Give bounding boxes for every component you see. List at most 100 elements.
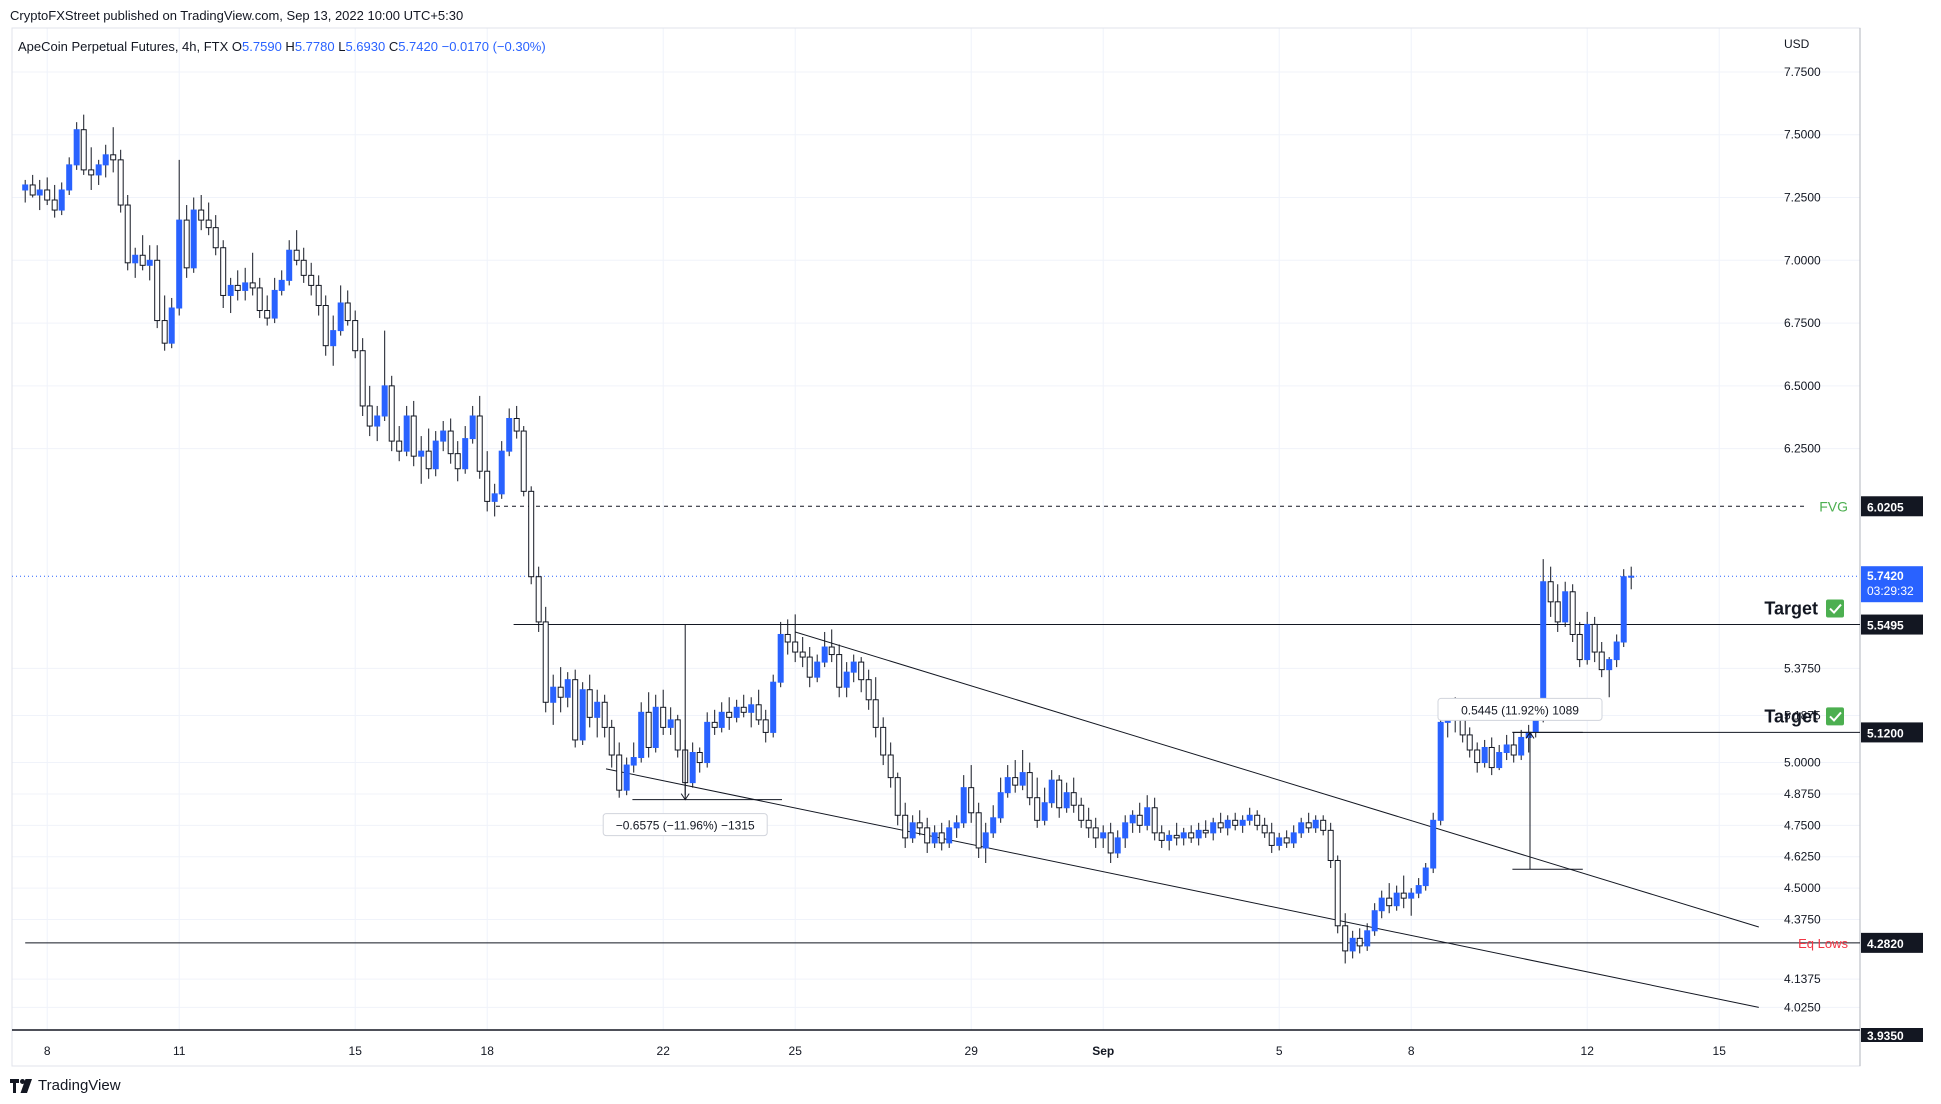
candle-down [476,415,483,472]
candle-up [1129,814,1136,824]
candle-down [1026,772,1033,799]
y-tick-label: 4.0250 [1784,1000,1821,1014]
candle-down [300,259,307,276]
candle-down [696,752,703,764]
candle-down [1151,807,1158,834]
candle-down [975,812,982,849]
candle-up [960,787,967,824]
bottom-price-label: 3.9350 [1867,1029,1904,1043]
candle-down [645,711,652,748]
candle-up [73,129,80,166]
candle-down [880,726,887,756]
candle-up [337,302,344,332]
candle-up [718,711,725,728]
candle-down [1056,779,1063,809]
candle-up [22,184,29,191]
candle-down [1217,822,1224,829]
candle-up [102,154,109,166]
candle-down [1283,837,1290,844]
candle-down [1107,832,1114,854]
candle-down [1085,819,1092,829]
plot-frame [11,27,1861,1067]
candle-down [799,651,806,658]
y-tick-label: 5.3750 [1784,661,1821,675]
candle-down [388,385,395,442]
candle-down [1078,804,1085,821]
candle-down [234,284,241,291]
candle-down [344,302,351,322]
candle-down [1188,832,1195,839]
open-value: 5.7590 [242,39,282,54]
y-tick-label: 7.7500 [1784,65,1821,79]
candle-down [484,470,491,502]
candle-up [770,681,777,733]
candle-up [667,719,674,728]
candle-up [1019,772,1026,786]
candle-down [902,814,909,839]
candle-up [286,249,293,281]
candle-down [784,633,791,643]
candle-up [594,701,601,718]
candle-down [542,621,549,703]
candle-up [190,209,197,269]
candle-down [1136,814,1143,826]
candle-up [1540,581,1547,718]
price-tag [1861,722,1923,743]
candle-down [1261,824,1268,834]
candle-down [1386,897,1393,907]
candle-up [278,279,285,291]
candle-down [205,219,212,229]
candle-up [638,711,645,759]
x-tick-label: 5 [1276,1044,1283,1058]
candle-down [858,661,865,681]
price-axis[interactable]: USD 7.7500 7.5000 7.2500 7.0000 6.7500 6.5000 6… [1784,37,1923,1043]
x-tick-label: 8 [1408,1044,1415,1058]
check-mark-icon [1829,711,1842,722]
tradingview-brand[interactable]: TradingView [10,1077,121,1094]
bar-countdown-label: 03:29:32 [1867,584,1914,598]
eq-lows-label: Eq Lows [1798,936,1848,951]
high-label: H [285,39,295,54]
candle-down [1202,829,1209,834]
candle-down [183,219,190,269]
candle-up [66,164,73,191]
candle-up [498,450,505,495]
price-tag-label: 6.0205 [1867,500,1904,514]
high-value: 5.7780 [294,39,335,54]
candle-down [1342,925,1349,952]
time-axis[interactable]: 8 11 15 18 22 25 29 Sep 5 8 12 15 [44,1044,1726,1058]
candle-up [579,689,586,741]
y-tick-label: 6.2500 [1784,442,1821,456]
last-price-label: 5.7420 [1867,569,1904,583]
horizontal-levels: FVG Target Target Eq Lows [12,498,1860,951]
last-price-tag [1861,566,1923,603]
y-tick-label: 6.5000 [1784,379,1821,393]
candle-up [418,450,425,457]
candle-down [124,204,131,264]
candle-up [168,307,175,344]
measure-label-box [1437,697,1603,721]
candle-down [762,719,769,733]
x-tick-label: 12 [1581,1044,1595,1058]
x-tick-label: 15 [1713,1044,1727,1058]
y-tick-label: 4.3750 [1784,913,1821,927]
open-label: O [231,39,243,54]
candle-up [946,827,953,844]
bottom-price-tag [1861,1028,1923,1042]
candle-up [748,704,755,713]
candle-down [740,706,747,713]
candle-up [1144,807,1151,826]
target-label: Target [1764,706,1818,726]
candle-up [506,418,513,452]
candle-down [865,679,872,701]
candle-up [953,822,960,829]
x-tick-label: 8 [44,1044,51,1058]
candle-up [1239,819,1246,826]
candle-down [1400,892,1407,899]
candle-up [1378,897,1385,912]
candle-up [1393,892,1400,907]
candle-up [469,415,476,440]
channel-trendline [605,768,1759,1008]
measure-label: −0.6575 (−11.96%) −1315 [616,819,755,833]
